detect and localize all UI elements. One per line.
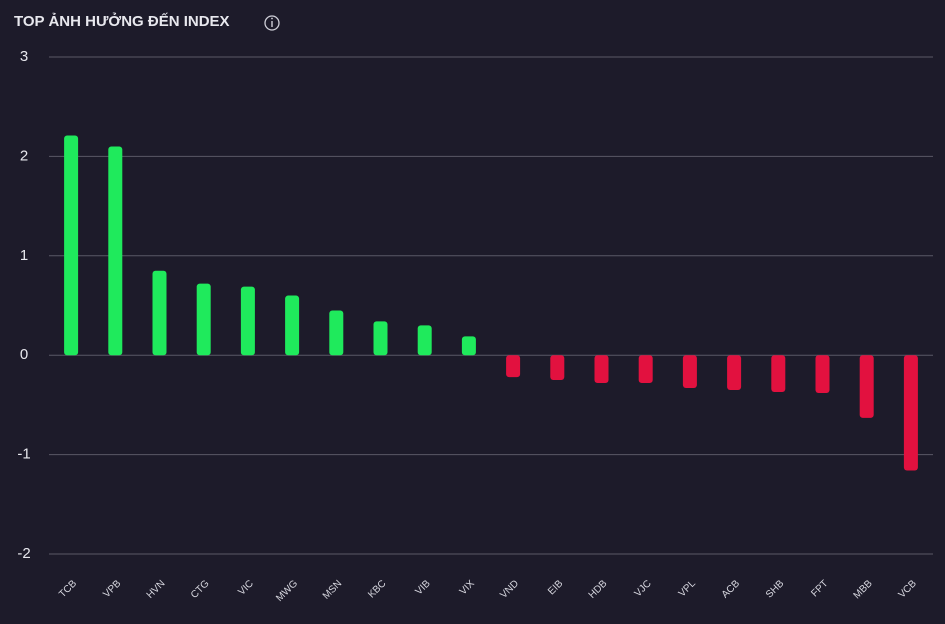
bar <box>771 355 786 392</box>
bar <box>594 355 609 384</box>
chart-title: TOP ẢNH HƯỞNG ĐẾN INDEX <box>14 12 230 30</box>
bar <box>329 310 344 356</box>
bar <box>903 355 918 471</box>
bar <box>815 355 830 393</box>
bar <box>64 135 79 356</box>
info-icon[interactable] <box>264 15 280 31</box>
bar <box>550 355 565 381</box>
bar <box>859 355 874 418</box>
y-tick-label: 2 <box>20 147 28 164</box>
y-tick-label: 0 <box>20 346 28 363</box>
bar <box>240 286 255 356</box>
bar <box>373 321 388 356</box>
bar <box>196 283 211 356</box>
bar <box>152 270 167 356</box>
bar <box>506 355 521 378</box>
y-tick-label: 3 <box>20 48 28 65</box>
bar <box>417 325 432 356</box>
bar <box>285 295 300 356</box>
bar <box>461 336 476 356</box>
bar <box>638 355 653 384</box>
y-tick-label: -1 <box>17 446 30 463</box>
bar <box>108 146 123 356</box>
bar <box>727 355 742 390</box>
bar <box>682 355 697 389</box>
y-tick-label: -2 <box>17 545 30 562</box>
y-tick-label: 1 <box>20 247 28 264</box>
